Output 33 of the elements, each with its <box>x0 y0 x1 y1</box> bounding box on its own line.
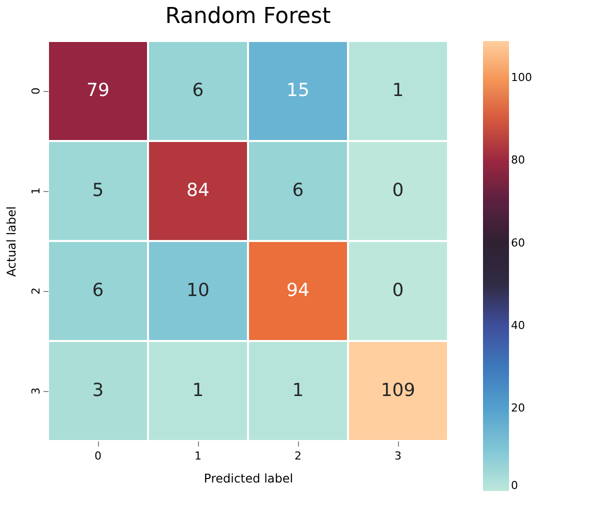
y-tick-label: 2 <box>30 288 42 294</box>
x-tick-label: 1 <box>194 450 202 462</box>
y-tick-label: 3 <box>30 388 42 394</box>
x-tick-label: 3 <box>394 450 402 462</box>
data-label: 1 <box>192 380 204 401</box>
data-label: 15 <box>286 80 310 101</box>
color-bar-label: 20 <box>511 401 525 414</box>
data-label: 94 <box>286 280 310 301</box>
data-label: 84 <box>186 180 210 201</box>
color-bar-label: 80 <box>511 154 525 167</box>
y-tick-label: 0 <box>30 88 42 94</box>
y-tick-label: 1 <box>30 188 42 194</box>
data-label: 6 <box>292 180 304 201</box>
data-label: 3 <box>92 380 104 401</box>
data-label: 6 <box>192 80 204 101</box>
data-label: 79 <box>86 80 110 101</box>
color-bar-label: 60 <box>511 236 525 250</box>
data-label: 0 <box>392 280 404 301</box>
x-tick-label: 0 <box>94 450 102 462</box>
y-axis-title: Actual label <box>4 206 18 277</box>
data-label: 6 <box>92 280 104 301</box>
color-bar-label: 100 <box>511 71 532 84</box>
color-bar-label: 40 <box>511 318 525 332</box>
x-tick-label: 2 <box>294 450 302 462</box>
data-label: 1 <box>292 380 304 401</box>
data-label: 5 <box>92 180 104 201</box>
x-axis-title: Predicted label <box>204 472 294 486</box>
data-label: 109 <box>380 380 416 401</box>
data-label: 10 <box>186 280 210 301</box>
data-label: 0 <box>392 180 404 201</box>
data-label: 1 <box>392 80 404 101</box>
color-bar-label: 0 <box>511 479 518 492</box>
chart-title: Random Forest <box>165 4 332 29</box>
